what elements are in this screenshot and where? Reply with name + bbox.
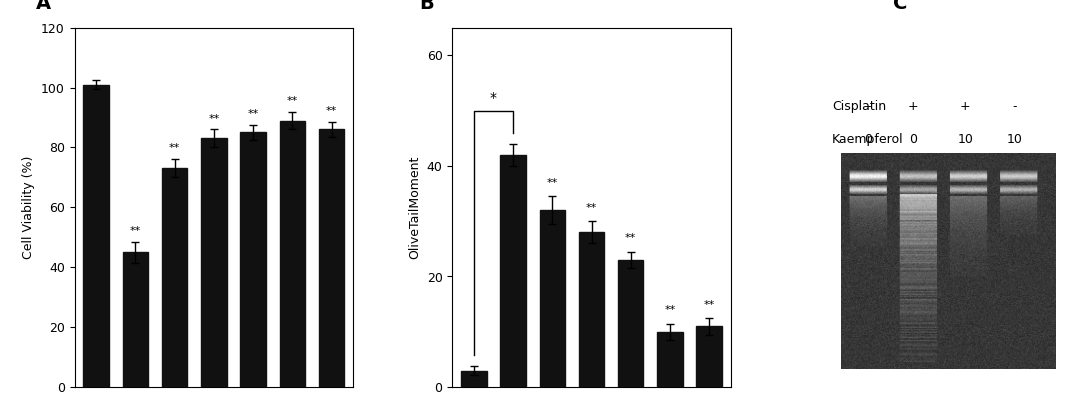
Text: -: - — [866, 100, 871, 113]
Text: *: * — [490, 91, 497, 105]
Text: 0: 0 — [865, 133, 872, 146]
Text: **: ** — [326, 106, 337, 116]
Text: C: C — [893, 0, 907, 13]
Text: 10: 10 — [1006, 133, 1022, 146]
Bar — [123, 252, 148, 387]
Text: **: ** — [247, 109, 259, 119]
Text: **: ** — [169, 143, 180, 154]
Text: +: + — [908, 100, 919, 113]
Bar — [696, 326, 722, 387]
Bar — [201, 139, 227, 387]
Bar — [658, 332, 682, 387]
Text: **: ** — [130, 226, 141, 236]
Text: 0: 0 — [909, 133, 918, 146]
Text: -: - — [1013, 100, 1017, 113]
Text: **: ** — [208, 113, 220, 124]
Text: A: A — [35, 0, 51, 13]
Bar — [618, 260, 644, 387]
Text: **: ** — [704, 300, 715, 310]
Y-axis label: OliveTailMoment: OliveTailMoment — [408, 156, 421, 259]
Text: B: B — [419, 0, 434, 13]
Y-axis label: Cell Viability (%): Cell Viability (%) — [22, 156, 35, 259]
Text: +: + — [959, 100, 970, 113]
Bar — [462, 371, 486, 387]
Text: **: ** — [287, 96, 298, 105]
Bar — [500, 155, 526, 387]
Bar — [319, 130, 344, 387]
Text: 10: 10 — [957, 133, 973, 146]
Bar — [539, 210, 565, 387]
Text: **: ** — [664, 305, 676, 315]
Text: **: ** — [625, 233, 636, 243]
Text: Kaempferol: Kaempferol — [833, 133, 904, 146]
Bar — [279, 120, 305, 387]
Bar — [83, 85, 109, 387]
Bar — [579, 232, 604, 387]
Text: Cisplatin: Cisplatin — [833, 100, 886, 113]
Text: **: ** — [547, 178, 558, 188]
Bar — [240, 132, 265, 387]
Text: **: ** — [586, 203, 597, 213]
Bar — [162, 168, 188, 387]
